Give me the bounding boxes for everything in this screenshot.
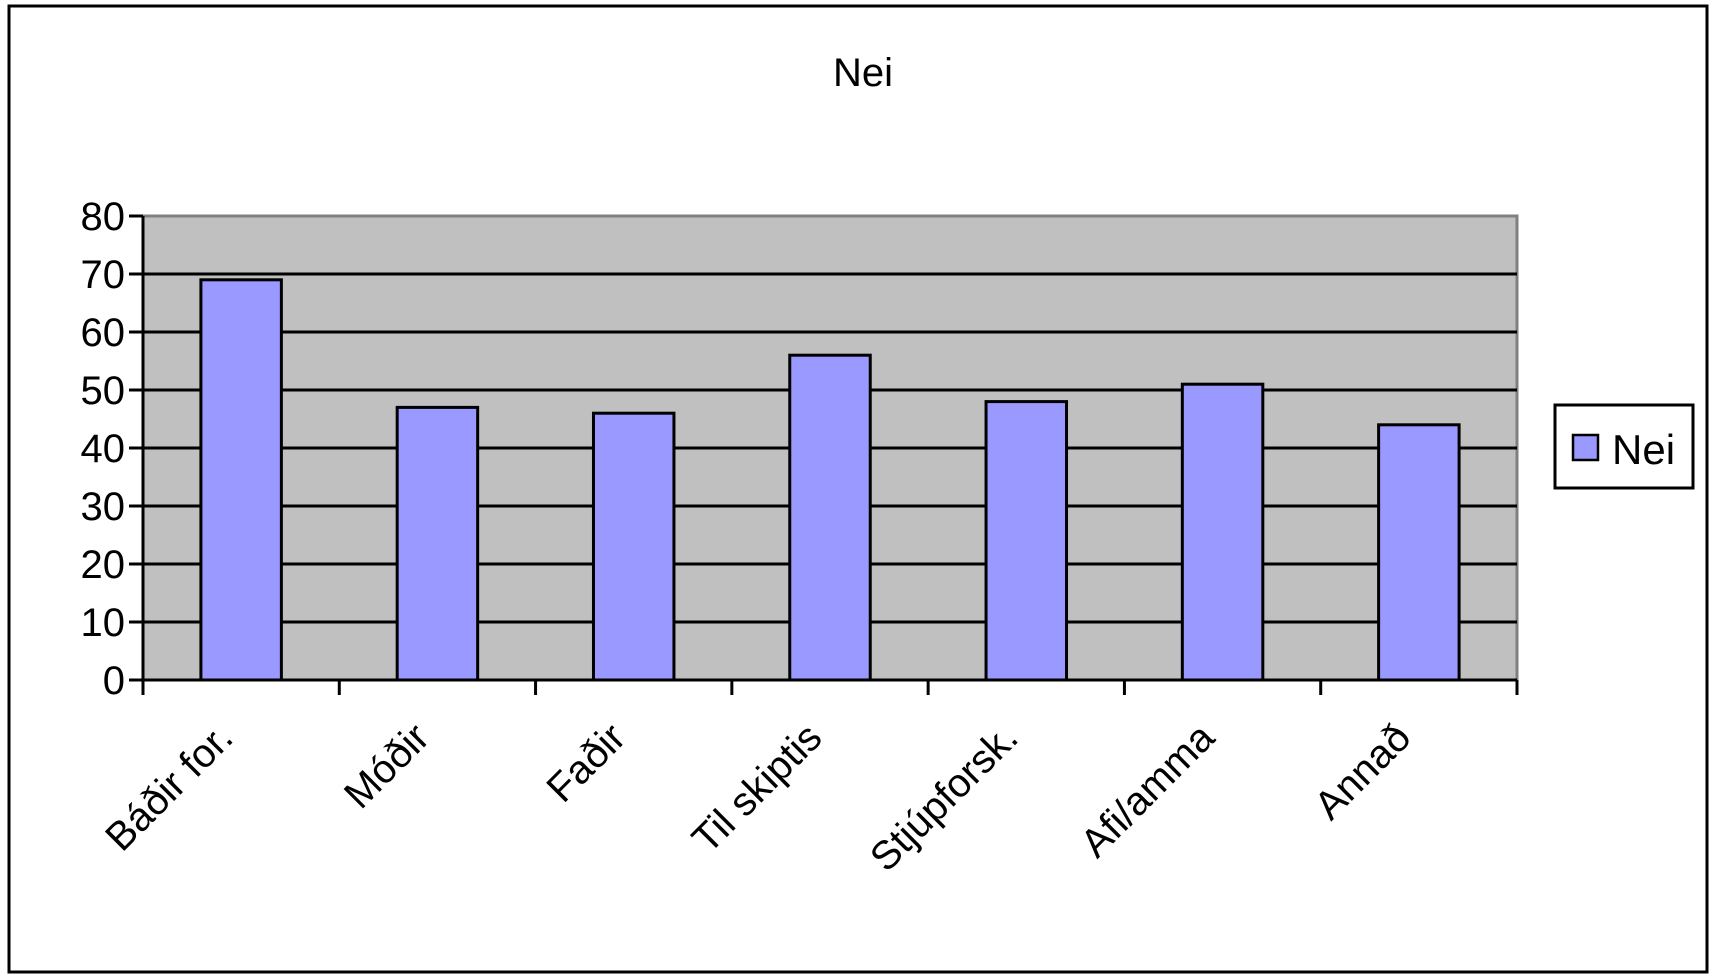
axes — [129, 214, 1519, 695]
bar — [199, 278, 283, 682]
legend-swatch — [1571, 433, 1600, 462]
bar — [984, 400, 1069, 682]
bar — [788, 353, 872, 682]
chart-title: Nei — [833, 51, 893, 95]
bar — [1180, 382, 1265, 682]
bars — [199, 278, 1461, 682]
y-tick-label: 50 — [81, 369, 126, 413]
legend-label: Nei — [1612, 426, 1675, 473]
y-tick-label: 10 — [81, 601, 126, 645]
y-tick-label: 30 — [81, 485, 126, 529]
y-tick-label: 0 — [103, 659, 125, 703]
bar — [591, 411, 676, 682]
y-axis-tick-labels: 0 10 20 30 40 50 60 70 80 — [81, 195, 126, 703]
y-tick-label: 40 — [81, 427, 126, 471]
y-tick-label: 70 — [81, 253, 126, 297]
bar — [395, 405, 480, 682]
y-tick-label: 80 — [81, 195, 126, 239]
y-tick-label: 20 — [81, 543, 126, 587]
bar — [1377, 423, 1461, 682]
legend: Nei — [1553, 403, 1695, 490]
y-tick-label: 60 — [81, 311, 126, 355]
